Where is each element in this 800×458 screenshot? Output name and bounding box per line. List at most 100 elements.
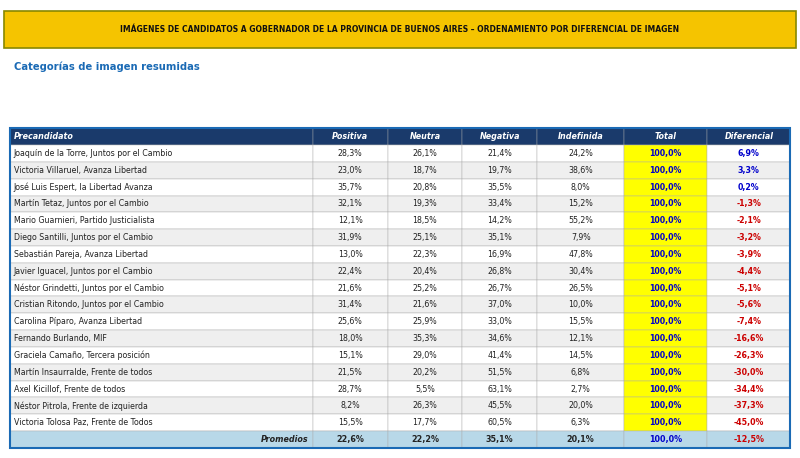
Text: 20,0%: 20,0% <box>568 401 593 410</box>
Bar <box>387 179 462 196</box>
Bar <box>537 431 624 448</box>
Bar <box>313 330 387 347</box>
Text: 100,0%: 100,0% <box>650 300 682 310</box>
Text: 100,0%: 100,0% <box>650 284 682 293</box>
Bar <box>707 128 790 145</box>
Text: 63,1%: 63,1% <box>487 385 512 393</box>
Text: Total: Total <box>655 132 677 141</box>
Bar <box>10 280 313 296</box>
Text: 20,4%: 20,4% <box>413 267 438 276</box>
Text: Sebastián Pareja, Avanza Libertad: Sebastián Pareja, Avanza Libertad <box>14 250 147 259</box>
Text: 17,7%: 17,7% <box>413 418 438 427</box>
Text: -37,3%: -37,3% <box>734 401 764 410</box>
Text: Carolina Píparo, Avanza Libertad: Carolina Píparo, Avanza Libertad <box>14 317 142 326</box>
Bar <box>462 246 537 263</box>
Bar <box>10 128 313 145</box>
Text: 18,0%: 18,0% <box>338 334 362 343</box>
Text: -2,1%: -2,1% <box>737 216 762 225</box>
Text: Graciela Camaño, Tercera posición: Graciela Camaño, Tercera posición <box>14 351 150 360</box>
Bar <box>313 263 387 280</box>
Bar <box>10 414 313 431</box>
Text: 35,1%: 35,1% <box>486 435 514 444</box>
Bar <box>313 347 387 364</box>
Text: 22,3%: 22,3% <box>413 250 438 259</box>
Bar <box>707 381 790 398</box>
Text: Diego Santilli, Juntos por el Cambio: Diego Santilli, Juntos por el Cambio <box>14 233 153 242</box>
Bar <box>10 246 313 263</box>
Text: 13,0%: 13,0% <box>338 250 362 259</box>
Bar <box>707 145 790 162</box>
Bar <box>387 213 462 229</box>
Text: 45,5%: 45,5% <box>487 401 512 410</box>
Text: 2,7%: 2,7% <box>570 385 590 393</box>
Bar <box>462 179 537 196</box>
Bar <box>313 414 387 431</box>
Bar <box>10 364 313 381</box>
Bar <box>313 229 387 246</box>
Bar <box>624 145 707 162</box>
Text: 26,8%: 26,8% <box>487 267 512 276</box>
Text: Joaquín de la Torre, Juntos por el Cambio: Joaquín de la Torre, Juntos por el Cambi… <box>14 149 173 158</box>
Text: Precandidato: Precandidato <box>14 132 74 141</box>
Bar <box>624 128 707 145</box>
Text: 100,0%: 100,0% <box>650 385 682 393</box>
Text: 100,0%: 100,0% <box>650 216 682 225</box>
Bar <box>313 128 387 145</box>
Text: 37,0%: 37,0% <box>487 300 512 310</box>
Text: 22,2%: 22,2% <box>411 435 439 444</box>
Text: Positiva: Positiva <box>332 132 368 141</box>
Text: 12,1%: 12,1% <box>338 216 362 225</box>
Bar <box>462 128 537 145</box>
Text: 100,0%: 100,0% <box>650 401 682 410</box>
Bar <box>387 313 462 330</box>
Text: 38,6%: 38,6% <box>568 166 593 175</box>
Text: Neutra: Neutra <box>410 132 441 141</box>
Bar <box>462 229 537 246</box>
Text: José Luis Espert, la Libertad Avanza: José Luis Espert, la Libertad Avanza <box>14 182 154 192</box>
Bar <box>707 414 790 431</box>
Bar <box>537 128 624 145</box>
Text: 100,0%: 100,0% <box>650 435 682 444</box>
Bar <box>462 364 537 381</box>
Text: -3,9%: -3,9% <box>736 250 762 259</box>
Bar <box>313 196 387 213</box>
Bar <box>10 381 313 398</box>
Text: 10,0%: 10,0% <box>568 300 593 310</box>
Bar <box>462 381 537 398</box>
Text: 33,4%: 33,4% <box>487 199 512 208</box>
Text: 28,7%: 28,7% <box>338 385 362 393</box>
Text: 25,2%: 25,2% <box>413 284 438 293</box>
Bar <box>462 414 537 431</box>
Text: 23,0%: 23,0% <box>338 166 362 175</box>
Bar <box>387 280 462 296</box>
Text: 16,9%: 16,9% <box>487 250 512 259</box>
Text: 31,9%: 31,9% <box>338 233 362 242</box>
Bar <box>462 263 537 280</box>
Text: Victoria Tolosa Paz, Frente de Todos: Victoria Tolosa Paz, Frente de Todos <box>14 418 152 427</box>
Text: Axel Kicillof, Frente de todos: Axel Kicillof, Frente de todos <box>14 385 125 393</box>
Bar <box>462 162 537 179</box>
Bar <box>537 313 624 330</box>
Bar <box>624 162 707 179</box>
Text: -16,6%: -16,6% <box>734 334 764 343</box>
Text: 25,6%: 25,6% <box>338 317 362 326</box>
Bar <box>313 280 387 296</box>
Bar <box>537 296 624 313</box>
Bar <box>537 330 624 347</box>
Text: 30,4%: 30,4% <box>568 267 593 276</box>
Text: 0,2%: 0,2% <box>738 183 760 191</box>
Text: -45,0%: -45,0% <box>734 418 764 427</box>
Text: 26,5%: 26,5% <box>568 284 593 293</box>
Bar <box>387 414 462 431</box>
Bar <box>537 246 624 263</box>
Bar <box>537 263 624 280</box>
Text: 32,1%: 32,1% <box>338 199 362 208</box>
Text: 60,5%: 60,5% <box>487 418 512 427</box>
Bar <box>387 128 462 145</box>
Text: 15,2%: 15,2% <box>568 199 593 208</box>
Bar <box>10 296 313 313</box>
Text: -5,1%: -5,1% <box>737 284 762 293</box>
Text: 18,5%: 18,5% <box>413 216 438 225</box>
Bar <box>624 296 707 313</box>
Text: 28,3%: 28,3% <box>338 149 362 158</box>
